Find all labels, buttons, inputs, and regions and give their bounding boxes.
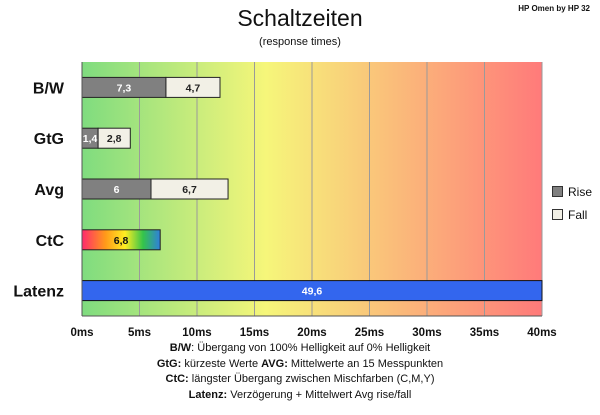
category-label: GtG [34, 131, 64, 148]
x-tick-label: 10ms [182, 327, 211, 339]
footnotes: B/W: Übergang von 100% Helligkeit auf 0%… [0, 341, 600, 403]
bar-fall-label: 4,7 [186, 82, 201, 94]
category-label: Avg [34, 182, 64, 199]
bar-fall [150, 178, 229, 200]
bar-rise-label: 6 [114, 184, 120, 196]
monitor-model-label: HP Omen by HP 32 [518, 4, 590, 13]
footnote-ctc: CtC: längster Übergang zwischen Mischfar… [165, 373, 435, 385]
category-label: B/W [33, 80, 65, 97]
bar-rise-label: 1,4 [83, 133, 98, 145]
legend-label-rise: Rise [568, 184, 593, 199]
legend-swatch-fall [552, 209, 563, 220]
bar-fall [165, 76, 221, 98]
x-tick-label: 40ms [527, 327, 556, 339]
bar-fall-label: 2,8 [107, 133, 122, 145]
legend-swatch-rise [552, 186, 563, 197]
footnote-gtg-avg: GtG: kürzeste Werte AVG: Mittelwerte an … [156, 357, 444, 370]
legend-label-fall: Fall [568, 207, 588, 222]
legend-item-fall: Fall [552, 203, 592, 226]
footnote-bw: B/W: Übergang von 100% Helligkeit auf 0%… [169, 342, 431, 354]
category-label: CtC [36, 233, 65, 250]
legend: Rise Fall [552, 180, 592, 226]
footnote-latenz: Latenz: Verzögerung + Mittelwert Avg ris… [188, 388, 412, 401]
bar-ctc-label: 6,8 [114, 235, 129, 247]
bar-fall-label: 6,7 [182, 184, 197, 196]
x-tick-label: 5ms [128, 327, 151, 339]
x-tick-label: 30ms [412, 327, 441, 339]
chart-title: Schaltzeiten [237, 5, 363, 31]
bar-fall [97, 127, 131, 149]
x-tick-label: 20ms [297, 327, 326, 339]
category-label: Latenz [13, 284, 64, 301]
bar-latency-label: 49,6 [302, 286, 323, 298]
x-tick-label: 25ms [355, 327, 384, 339]
x-tick-label: 15ms [240, 327, 269, 339]
legend-item-rise: Rise [552, 180, 592, 203]
bar-rise-label: 7,3 [117, 82, 132, 94]
x-tick-label: 0ms [70, 327, 93, 339]
chart-subtitle: (response times) [259, 36, 341, 48]
x-tick-label: 35ms [470, 327, 499, 339]
